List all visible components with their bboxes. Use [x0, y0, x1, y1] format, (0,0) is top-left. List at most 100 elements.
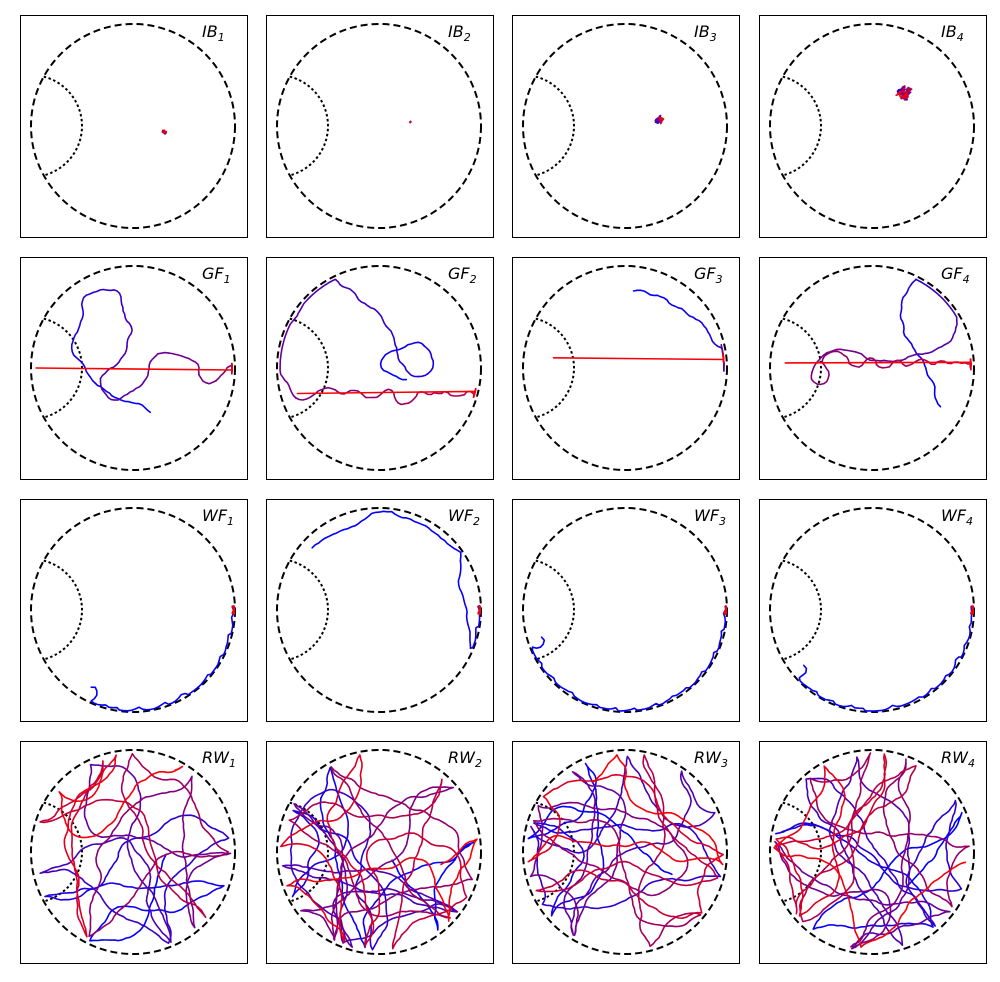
goal-zone-arc	[289, 317, 329, 419]
trajectory-segment	[640, 841, 724, 866]
panel-label: WF1	[202, 506, 234, 528]
trajectory-segment	[143, 360, 152, 383]
trajectory-segment	[300, 883, 341, 941]
panel-gf2: GF2	[266, 257, 494, 480]
panel-label-sub: 1	[218, 31, 225, 44]
panel-rw2: RW2	[266, 741, 494, 964]
trajectory-segment	[574, 835, 622, 933]
trajectory-segment	[863, 355, 885, 362]
trajectory-segment	[904, 352, 927, 360]
trajectory-segment	[571, 823, 680, 833]
panel-gf1: GF1	[20, 257, 248, 480]
panel-frame	[266, 15, 494, 238]
trajectory-segment	[817, 888, 892, 940]
goal-zone-arc	[782, 559, 822, 661]
trajectory-segment	[923, 799, 957, 869]
trajectory-segment	[681, 307, 697, 321]
panel-label-main: RW	[202, 748, 230, 767]
trajectory-segment	[76, 884, 88, 938]
trajectory-segment	[926, 284, 931, 289]
trajectory-segment	[914, 847, 967, 908]
trajectory-segment	[774, 840, 807, 915]
trajectory-segment	[901, 85, 906, 93]
trajectory-segment	[70, 813, 79, 903]
trajectory-segment	[632, 289, 652, 296]
trajectory-segment	[99, 377, 110, 399]
trajectory-segment	[293, 857, 419, 883]
panel-wf2: WF2	[266, 499, 494, 722]
trajectory-segment	[145, 900, 172, 943]
trajectory-segment	[89, 906, 135, 942]
trajectory-segment	[188, 357, 200, 376]
trajectory-segment	[44, 883, 103, 901]
panel-label-sub: 1	[229, 757, 236, 770]
trajectory-segment	[94, 382, 113, 397]
trajectory-segment	[531, 636, 594, 706]
goal-zone-arc	[289, 75, 329, 177]
trajectory-segment	[288, 309, 302, 328]
trajectory-segment	[413, 840, 476, 887]
panel-label-sub: 2	[475, 757, 482, 770]
arena-boundary	[276, 23, 482, 229]
trajectory-segment	[377, 901, 458, 928]
arena-boundary	[522, 265, 728, 471]
panel-frame	[266, 257, 494, 480]
trajectory-segment	[390, 510, 462, 562]
trajectory	[773, 752, 970, 950]
trajectory-segment	[534, 801, 591, 862]
trajectory-segment	[62, 798, 146, 817]
trajectory-segment	[585, 810, 673, 876]
trajectory-segment	[666, 299, 683, 310]
trajectory-segment	[417, 858, 464, 922]
trajectory-segment	[707, 330, 719, 348]
trajectory-segment	[577, 777, 596, 882]
trajectory-segment	[107, 393, 129, 401]
trajectory-segment	[534, 832, 580, 910]
panel-frame	[512, 499, 740, 722]
arena-boundary	[522, 23, 728, 229]
panel-label-main: WF	[448, 506, 474, 525]
trajectory	[895, 85, 913, 101]
trajectory-segment	[280, 828, 343, 908]
trajectory-segment	[323, 819, 411, 909]
goal-zone-arc	[43, 75, 83, 177]
panel-wf1: WF1	[20, 499, 248, 722]
trajectory-segment	[115, 345, 128, 366]
panel-frame	[759, 15, 987, 238]
panel-label: WF4	[941, 506, 973, 528]
trajectory-segment	[844, 859, 904, 946]
trajectory-segment	[122, 306, 132, 328]
panel-label: RW4	[941, 748, 975, 770]
trajectory-segment	[72, 882, 161, 894]
arena-boundary	[522, 749, 728, 955]
trajectory-segment	[100, 826, 163, 886]
trajectory-segment	[381, 879, 451, 919]
panel-label-main: GF	[694, 264, 716, 283]
trajectory	[409, 120, 412, 124]
trajectory-segment	[938, 294, 952, 310]
trajectory-segment	[882, 762, 916, 867]
trajectory-segment	[120, 752, 160, 805]
trajectory-segment	[282, 864, 402, 882]
trajectory-segment	[279, 359, 286, 381]
trajectory-segment	[39, 786, 95, 824]
trajectory-segment	[674, 770, 698, 840]
trajectory-segment	[695, 318, 709, 333]
trajectory	[311, 510, 481, 649]
arena-boundary	[276, 749, 482, 955]
trajectory-segment	[878, 861, 967, 939]
trajectory	[552, 289, 725, 372]
trajectory-segment	[185, 872, 196, 929]
trajectory-segment	[215, 365, 232, 382]
trajectory-segment	[865, 357, 884, 369]
panel-ib2: IB2	[266, 15, 494, 238]
trajectory-segment	[720, 344, 723, 349]
trajectory-segment	[642, 754, 665, 816]
panel-frame	[512, 257, 740, 480]
panel-label: RW1	[202, 748, 236, 770]
trajectory-segment	[457, 559, 472, 649]
trajectory-segment	[950, 307, 958, 329]
trajectory-segment	[295, 392, 317, 401]
trajectory-segment	[164, 130, 168, 133]
